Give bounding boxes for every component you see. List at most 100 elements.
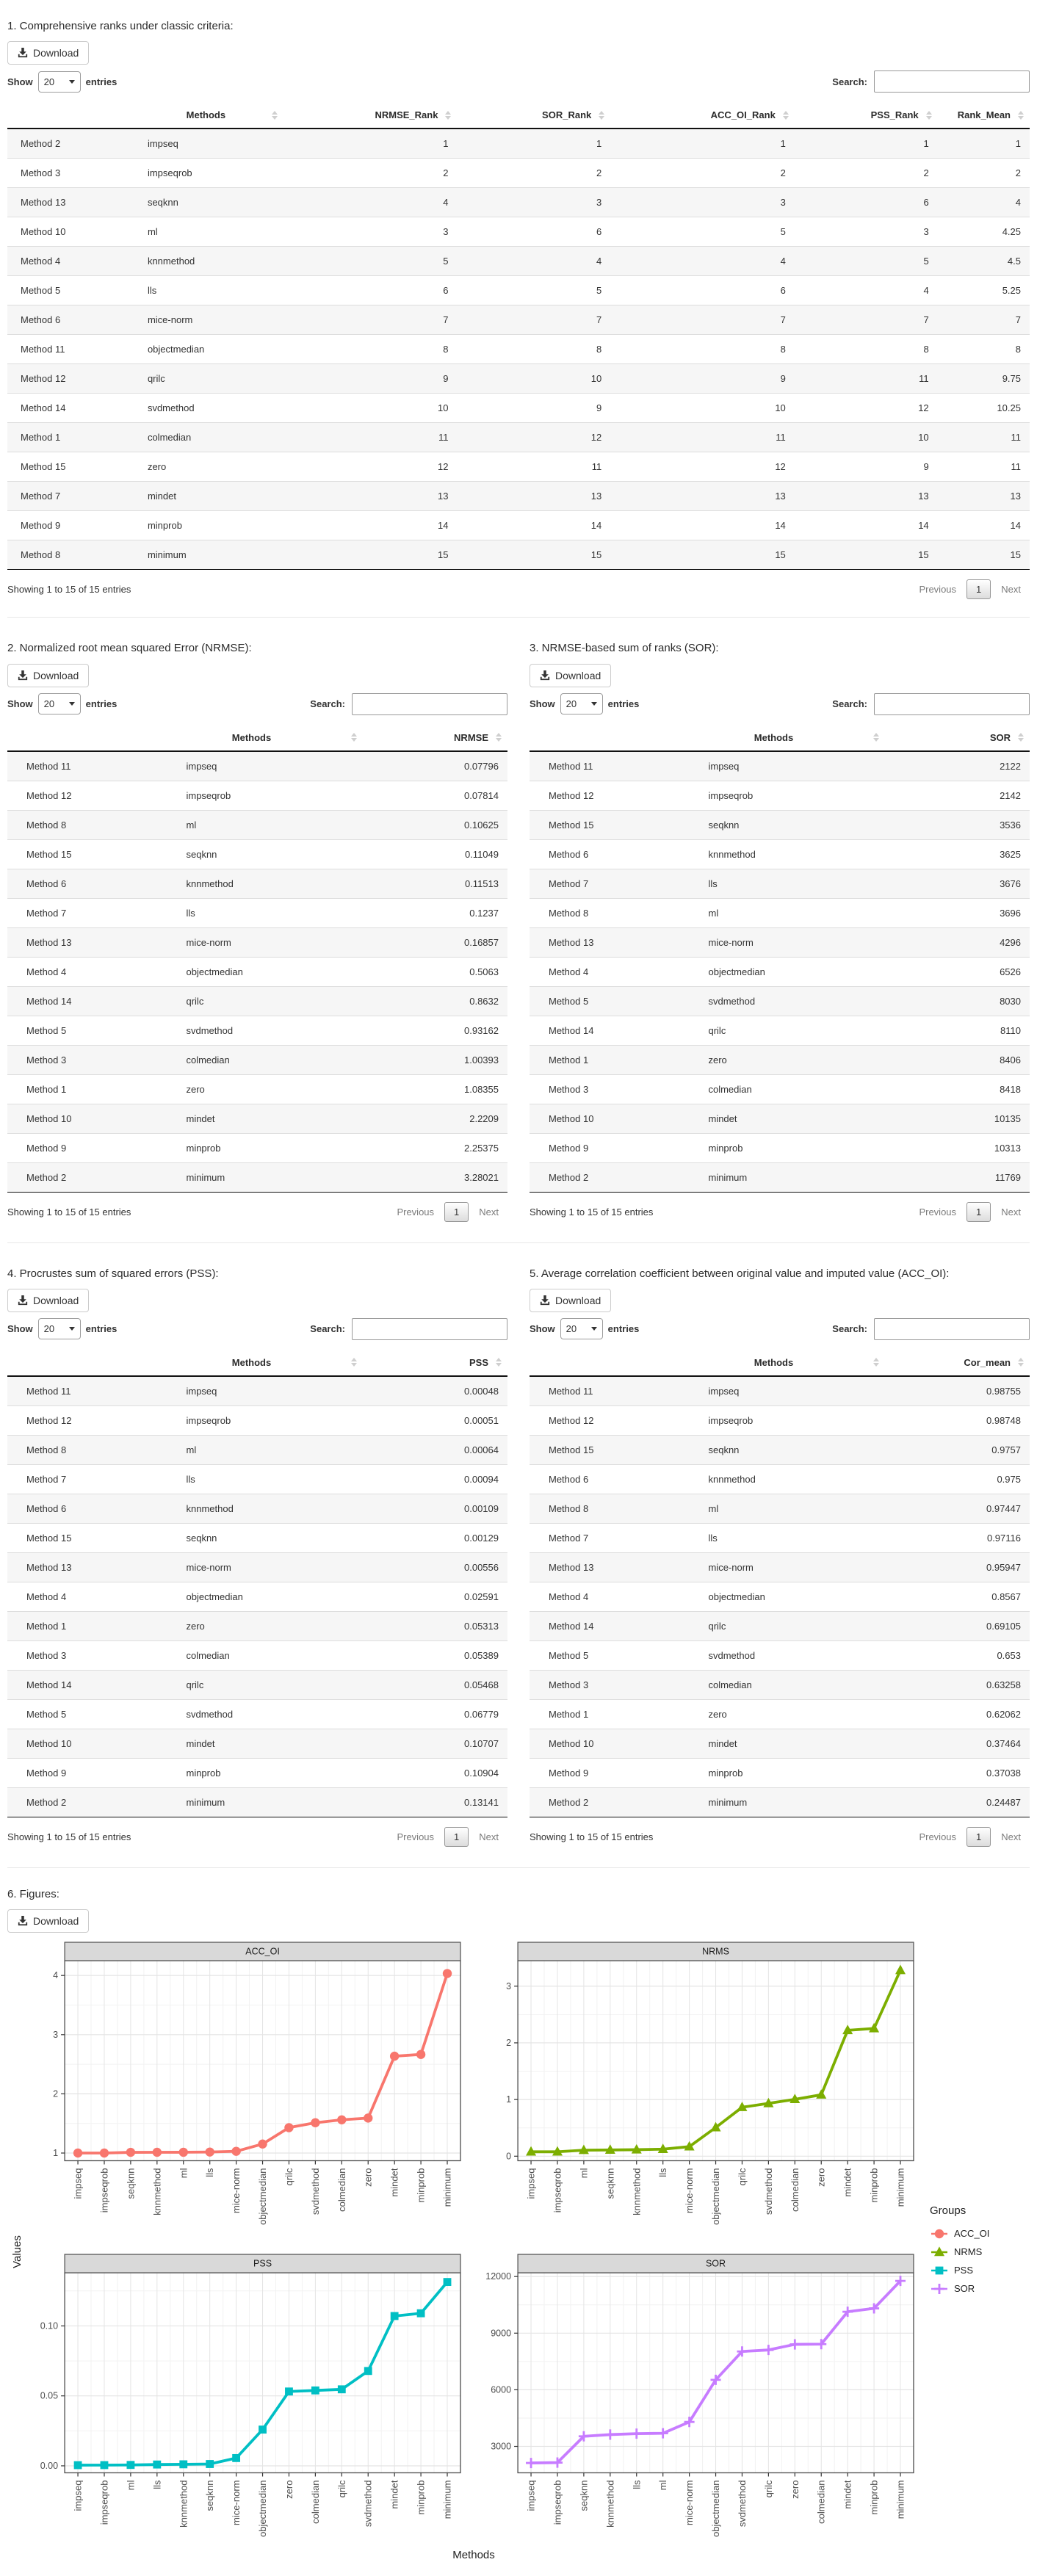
row-label-cell: Method 5	[7, 1015, 153, 1045]
row-label-cell: Method 2	[530, 1787, 675, 1817]
method-cell: mice-norm	[140, 305, 283, 335]
value-cell: 2142	[884, 780, 1030, 810]
page-size-select[interactable]: 20	[37, 70, 81, 93]
value-cell: 3676	[884, 868, 1030, 898]
download-button[interactable]: Download	[7, 1909, 90, 1933]
value-cell: 14	[610, 510, 795, 540]
value-cell: 0.05389	[362, 1640, 507, 1671]
svg-text:svdmethod: svdmethod	[763, 2168, 774, 2215]
method-cell: zero	[140, 452, 283, 482]
pagination: Previous 1 Next	[388, 1826, 507, 1847]
value-cell: 8	[937, 334, 1030, 364]
column-header-methods[interactable]: Methods	[152, 724, 363, 752]
caret-down-icon	[68, 79, 75, 84]
value-cell: 2	[283, 158, 458, 188]
method-cell: knnmethod	[140, 246, 283, 276]
column-header-methods[interactable]: Methods	[152, 1349, 363, 1377]
search-input[interactable]	[874, 692, 1030, 715]
column-header-pss-rank[interactable]: PSS_Rank	[794, 101, 938, 130]
previous-button[interactable]: Previous	[397, 1206, 435, 1218]
value-cell: 13	[283, 481, 458, 511]
previous-button[interactable]: Previous	[919, 584, 957, 596]
column-header-nrmse-rank[interactable]: NRMSE_Rank	[283, 101, 458, 130]
next-button[interactable]: Next	[1001, 1206, 1021, 1218]
next-button[interactable]: Next	[479, 1831, 499, 1842]
column-header-methods[interactable]: Methods	[674, 724, 885, 752]
download-button[interactable]: Download	[7, 41, 90, 65]
column-header-cor-mean[interactable]: Cor_mean	[884, 1349, 1030, 1377]
column-header-sor[interactable]: SOR	[884, 724, 1030, 752]
svg-text:NRMS: NRMS	[702, 1947, 729, 1957]
svg-text:impseq: impseq	[73, 2168, 84, 2199]
search-input[interactable]	[352, 692, 507, 715]
column-header-pss[interactable]: PSS	[362, 1349, 507, 1377]
column-header-acc-oi-rank[interactable]: ACC_OI_Rank	[610, 101, 795, 130]
value-cell: 6526	[884, 956, 1030, 986]
method-cell: zero	[674, 1044, 885, 1074]
row-label-cell: Method 12	[530, 780, 675, 810]
value-cell: 14	[937, 510, 1030, 540]
row-label-cell: Method 12	[7, 780, 153, 810]
pagination: Previous 1 Next	[910, 1826, 1030, 1847]
value-cell: 15	[794, 540, 938, 570]
previous-button[interactable]: Previous	[919, 1831, 957, 1842]
download-button[interactable]: Download	[7, 663, 90, 687]
method-cell: mindet	[152, 1728, 363, 1759]
row-label-cell: Method 1	[530, 1698, 675, 1729]
row-label-cell: Method 8	[7, 540, 140, 570]
table-row: Method 1 zero 0.62062	[530, 1698, 1030, 1729]
row-label-cell: Method 15	[530, 809, 675, 839]
page-button-1[interactable]: 1	[966, 579, 991, 600]
svg-text:knnmethod: knnmethod	[178, 2480, 189, 2527]
next-button[interactable]: Next	[1001, 584, 1021, 596]
search-input[interactable]	[352, 1317, 507, 1340]
next-button[interactable]: Next	[479, 1206, 499, 1218]
table-row: Method 3 colmedian 0.63258	[530, 1669, 1030, 1700]
column-header-rank-mean[interactable]: Rank_Mean	[937, 101, 1030, 130]
svg-text:0: 0	[506, 2151, 511, 2161]
svg-text:mice-norm: mice-norm	[231, 2480, 242, 2525]
page-size-select[interactable]: 20	[37, 693, 81, 714]
column-header-methods[interactable]: Methods	[674, 1349, 885, 1377]
value-cell: 0.00129	[362, 1522, 507, 1553]
value-cell: 0.00051	[362, 1405, 507, 1436]
column-header-nrmse[interactable]: NRMSE	[362, 724, 507, 752]
search-input[interactable]	[874, 1317, 1030, 1340]
table-info: Showing 1 to 15 of 15 entries	[530, 1831, 654, 1842]
method-cell: objectmedian	[674, 956, 885, 986]
page-button-1[interactable]: 1	[444, 1826, 469, 1847]
page-button-1[interactable]: 1	[444, 1201, 469, 1222]
legend-title: Groups	[930, 2204, 966, 2217]
column-header-methods[interactable]: Methods	[140, 101, 283, 130]
value-cell: 4	[610, 246, 795, 276]
download-button[interactable]: Download	[530, 663, 612, 687]
svg-text:lls: lls	[631, 2480, 642, 2489]
legend-label: NRMS	[954, 2246, 983, 2258]
row-label-cell: Method 12	[7, 363, 140, 394]
page-size-select[interactable]: 20	[560, 693, 603, 714]
table-row: Method 9 minprob 0.10904	[7, 1757, 507, 1788]
next-button[interactable]: Next	[1001, 1831, 1021, 1842]
download-button[interactable]: Download	[7, 1288, 90, 1312]
previous-button[interactable]: Previous	[919, 1206, 957, 1218]
page-button-1[interactable]: 1	[966, 1201, 991, 1222]
page-size-select[interactable]: 20	[560, 1318, 603, 1340]
table-row: Method 8 minimum 15 15 15 15 15	[7, 540, 1030, 570]
download-button[interactable]: Download	[530, 1288, 612, 1312]
column-header-sor-rank[interactable]: SOR_Rank	[457, 101, 611, 130]
page-button-1[interactable]: 1	[966, 1826, 991, 1847]
value-cell: 1	[923, 138, 929, 150]
previous-button[interactable]: Previous	[397, 1831, 435, 1842]
search-input[interactable]	[874, 70, 1030, 93]
value-cell: 0.00094	[362, 1464, 507, 1494]
table-row: Method 12 qrilc 9 10 9 11 9.75	[7, 363, 1030, 394]
value-cell: 2.25375	[362, 1132, 507, 1162]
section-title: 1. Comprehensive ranks under classic cri…	[7, 20, 234, 32]
table-row: Method 8 ml 0.97447	[530, 1493, 1030, 1524]
table-row: Method 9 minprob 14 14 14 14 14	[7, 510, 1030, 540]
page-size-select[interactable]: 20	[37, 1318, 81, 1340]
method-cell: zero	[674, 1698, 885, 1729]
value-cell: 11	[610, 422, 795, 452]
svg-text:impseq: impseq	[526, 2480, 537, 2511]
legend-items: ACC_OI NRMS PSS SOR	[930, 2224, 1030, 2299]
